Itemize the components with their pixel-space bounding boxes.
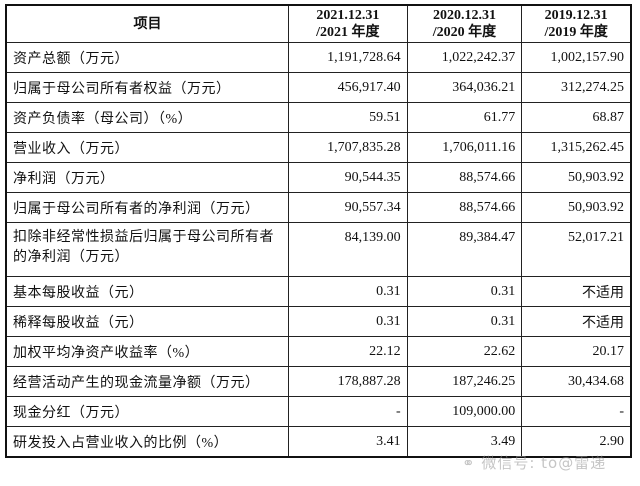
row-label: 资产总额（万元） <box>5 42 290 73</box>
cell-value: 50,903.92 <box>521 162 632 193</box>
cell-value: 89,384.47 <box>406 222 523 277</box>
cell-value: 0.31 <box>406 276 523 307</box>
cell-value: 50,903.92 <box>521 192 632 223</box>
cell-value: 312,274.25 <box>521 72 632 103</box>
row-label: 归属于母公司所有者权益（万元） <box>5 72 290 103</box>
cell-value: 3.41 <box>288 426 408 458</box>
cell-value: 30,434.68 <box>521 366 632 397</box>
cell-value: 187,246.25 <box>406 366 523 397</box>
row-label: 加权平均净资产收益率（%） <box>5 336 290 367</box>
row-label: 现金分红（万元） <box>5 396 290 427</box>
header-period: 2019.12.31/2019 年度 <box>521 4 632 43</box>
cell-value: 109,000.00 <box>406 396 523 427</box>
table-row: 归属于母公司所有者权益（万元） 456,917.40 364,036.21 312,2… <box>5 72 632 103</box>
row-label: 归属于母公司所有者的净利润（万元） <box>5 192 290 223</box>
cell-value: 22.62 <box>406 336 523 367</box>
table-row: 稀释每股收益（元） 0.31 0.31 不适用 <box>5 306 632 337</box>
cell-value: 1,706,011.16 <box>406 132 523 163</box>
table-row: 资产负债率（母公司）（%） 59.51 61.77 68.87 <box>5 102 632 133</box>
row-label: 稀释每股收益（元） <box>5 306 290 337</box>
cell-value: 1,191,728.64 <box>288 42 408 73</box>
cell-value: 364,036.21 <box>406 72 523 103</box>
cell-value: - <box>521 396 632 427</box>
cell-value: 68.87 <box>521 102 632 133</box>
cell-value: 1,002,157.90 <box>521 42 632 73</box>
cell-value: 0.31 <box>288 306 408 337</box>
table-row: 经营活动产生的现金流量净额（万元） 178,887.28 187,246.25 30,… <box>5 366 632 397</box>
cell-value: 1,315,262.45 <box>521 132 632 163</box>
row-label: 扣除非经常性损益后归属于母公司所有者的净利润（万元） <box>5 222 290 277</box>
cell-value: 59.51 <box>288 102 408 133</box>
cell-value: 22.12 <box>288 336 408 367</box>
cell-value: 456,917.40 <box>288 72 408 103</box>
cell-value: 178,887.28 <box>288 366 408 397</box>
cell-value: 0.31 <box>406 306 523 337</box>
table-row: 归属于母公司所有者的净利润（万元） 90,557.34 88,574.66 50,90… <box>5 192 632 223</box>
row-label: 资产负债率（母公司）（%） <box>5 102 290 133</box>
row-label: 营业收入（万元） <box>5 132 290 163</box>
table-row: 研发投入占营业收入的比例（%） 3.41 3.49 2.90 <box>5 426 632 458</box>
cell-value: 84,139.00 <box>288 222 408 277</box>
table-row: 加权平均净资产收益率（%） 22.12 22.62 20.17 <box>5 336 632 367</box>
row-label: 经营活动产生的现金流量净额（万元） <box>5 366 290 397</box>
table-row: 基本每股收益（元） 0.31 0.31 不适用 <box>5 276 632 307</box>
row-label: 基本每股收益（元） <box>5 276 290 307</box>
cell-value: 90,544.35 <box>288 162 408 193</box>
cell-value: 20.17 <box>521 336 632 367</box>
table-row: 现金分红（万元） -109,000.00- <box>5 396 632 427</box>
header-period: 2020.12.31/2020 年度 <box>406 4 523 43</box>
cell-value: 88,574.66 <box>406 192 523 223</box>
cell-value: 不适用 <box>521 306 632 337</box>
financial-summary-table: 项目 2021.12.31/2021 年度 2020.12.31/2020 年度 20… <box>5 4 632 458</box>
cell-value: 2.90 <box>521 426 632 458</box>
header-item: 项目 <box>5 4 290 43</box>
watermark: ⚭ 微信号: to@雷递 <box>462 454 607 472</box>
table-row: 扣除非经常性损益后归属于母公司所有者的净利润（万元） 84,139.00 89,38… <box>5 222 632 277</box>
table-row: 营业收入（万元） 1,707,835.28 1,706,011.16 1,315,26… <box>5 132 632 163</box>
header-period: 2021.12.31/2021 年度 <box>288 4 408 43</box>
cell-value: 90,557.34 <box>288 192 408 223</box>
table-row: 净利润（万元） 90,544.35 88,574.66 50,903.92 <box>5 162 632 193</box>
row-label: 净利润（万元） <box>5 162 290 193</box>
row-label: 研发投入占营业收入的比例（%） <box>5 426 290 458</box>
cell-value: 52,017.21 <box>521 222 632 277</box>
cell-value: 88,574.66 <box>406 162 523 193</box>
cell-value: 不适用 <box>521 276 632 307</box>
cell-value: 61.77 <box>406 102 523 133</box>
table-row: 资产总额（万元） 1,191,728.64 1,022,242.37 1,002,15… <box>5 42 632 73</box>
cell-value: 1,707,835.28 <box>288 132 408 163</box>
cell-value: 1,022,242.37 <box>406 42 523 73</box>
cell-value: - <box>288 396 408 427</box>
header-row: 项目 2021.12.31/2021 年度 2020.12.31/2020 年度 20… <box>5 4 632 43</box>
cell-value: 0.31 <box>288 276 408 307</box>
